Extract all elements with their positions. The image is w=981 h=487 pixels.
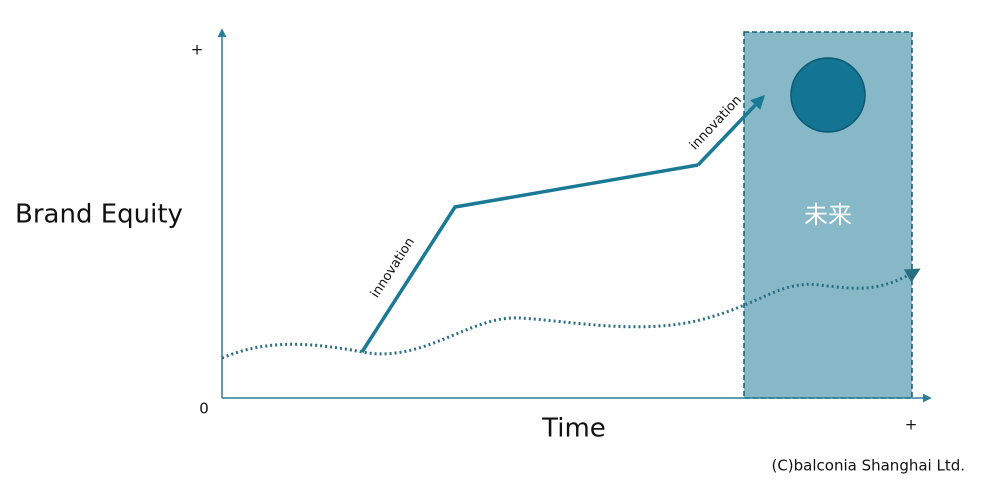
future-label: 未来: [804, 201, 852, 229]
y-axis-title: Brand Equity: [15, 200, 183, 230]
x-end-label: +: [905, 416, 918, 434]
y-end-label: +: [191, 41, 204, 59]
copyright: (C)balconia Shanghai Ltd.: [771, 457, 965, 475]
innovation-label: innovation: [368, 235, 418, 301]
x-axis-title: Time: [541, 414, 606, 444]
future-circle: [790, 57, 866, 133]
growth-path: [360, 163, 699, 353]
baseline-trend: [221, 268, 921, 360]
origin-label: 0: [199, 400, 209, 418]
growth-arrow: [696, 94, 765, 167]
